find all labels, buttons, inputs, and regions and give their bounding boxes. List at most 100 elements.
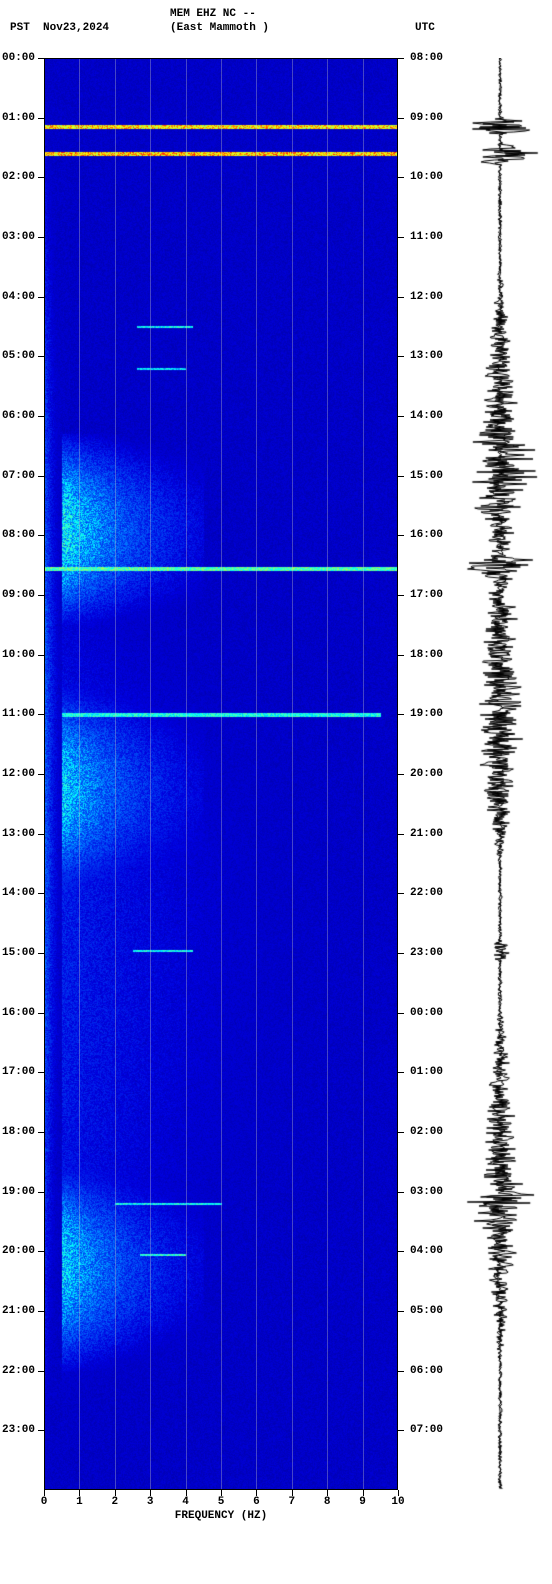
left-tick-mark <box>38 714 44 715</box>
right-tick-mark <box>398 1132 404 1133</box>
left-tick-mark <box>38 237 44 238</box>
right-tick-mark <box>398 1311 404 1312</box>
left-tick-mark <box>38 1192 44 1193</box>
left-tick-mark <box>38 1132 44 1133</box>
x-tick-mark <box>150 1490 151 1496</box>
left-tick: 20:00 <box>2 1245 35 1257</box>
right-tick-mark <box>398 834 404 835</box>
seismogram-canvas <box>460 58 540 1490</box>
left-tick-mark <box>38 58 44 59</box>
left-tick: 19:00 <box>2 1186 35 1198</box>
left-tick: 12:00 <box>2 768 35 780</box>
spectrogram-plot <box>44 58 398 1490</box>
right-tick: 20:00 <box>410 768 443 780</box>
x-tick: 3 <box>147 1496 154 1508</box>
right-tick: 23:00 <box>410 947 443 959</box>
left-tick-mark <box>38 595 44 596</box>
left-tick-mark <box>38 356 44 357</box>
right-tick: 12:00 <box>410 291 443 303</box>
x-tick: 10 <box>391 1496 404 1508</box>
x-tick: 5 <box>218 1496 225 1508</box>
left-tick: 15:00 <box>2 947 35 959</box>
x-tick-mark <box>186 1490 187 1496</box>
left-tick: 01:00 <box>2 112 35 124</box>
right-tick: 16:00 <box>410 529 443 541</box>
right-tick-mark <box>398 1430 404 1431</box>
right-tick-mark <box>398 1072 404 1073</box>
right-tz: UTC <box>415 22 435 34</box>
left-tick: 10:00 <box>2 649 35 661</box>
right-tick-mark <box>398 595 404 596</box>
left-tick-mark <box>38 177 44 178</box>
right-tick: 21:00 <box>410 828 443 840</box>
right-tick: 22:00 <box>410 887 443 899</box>
left-tick-mark <box>38 655 44 656</box>
right-tick: 04:00 <box>410 1245 443 1257</box>
left-tick: 04:00 <box>2 291 35 303</box>
x-tick-mark <box>363 1490 364 1496</box>
grid-line <box>256 58 257 1490</box>
right-tick-mark <box>398 893 404 894</box>
right-tick-mark <box>398 1192 404 1193</box>
seismogram-panel <box>460 58 540 1490</box>
right-tick-mark <box>398 476 404 477</box>
x-tick-mark <box>256 1490 257 1496</box>
right-tick-mark <box>398 535 404 536</box>
x-tick: 0 <box>41 1496 48 1508</box>
left-tick: 00:00 <box>2 52 35 64</box>
left-tick: 16:00 <box>2 1007 35 1019</box>
left-tick: 21:00 <box>2 1305 35 1317</box>
header: PST Nov23,2024 MEM EHZ NC -- (East Mammo… <box>0 0 552 40</box>
left-tick: 07:00 <box>2 470 35 482</box>
x-tick: 2 <box>111 1496 118 1508</box>
right-tick: 01:00 <box>410 1066 443 1078</box>
x-tick-mark <box>221 1490 222 1496</box>
x-tick-mark <box>79 1490 80 1496</box>
grid-line <box>115 58 116 1490</box>
left-tick: 18:00 <box>2 1126 35 1138</box>
x-tick: 4 <box>182 1496 189 1508</box>
station-line1: MEM EHZ NC -- <box>170 8 256 20</box>
left-tick-mark <box>38 1013 44 1014</box>
right-tick-mark <box>398 356 404 357</box>
x-tick: 1 <box>76 1496 83 1508</box>
right-time-axis: 08:0009:0010:0011:0012:0013:0014:0015:00… <box>398 58 448 1490</box>
right-tick-mark <box>398 297 404 298</box>
right-tick-mark <box>398 118 404 119</box>
grid-line <box>150 58 151 1490</box>
left-time-axis: 00:0001:0002:0003:0004:0005:0006:0007:00… <box>0 58 44 1490</box>
left-tick-mark <box>38 1311 44 1312</box>
spectrogram-page: PST Nov23,2024 MEM EHZ NC -- (East Mammo… <box>0 0 552 1584</box>
grid-line <box>327 58 328 1490</box>
left-tick: 05:00 <box>2 350 35 362</box>
right-tick: 09:00 <box>410 112 443 124</box>
left-tick: 02:00 <box>2 171 35 183</box>
frequency-axis: FREQUENCY (HZ) 012345678910 <box>44 1490 398 1530</box>
right-tick-mark <box>398 953 404 954</box>
left-tick-mark <box>38 834 44 835</box>
right-tick-mark <box>398 58 404 59</box>
right-tick-mark <box>398 416 404 417</box>
left-tick-mark <box>38 535 44 536</box>
left-tick: 03:00 <box>2 231 35 243</box>
left-tick: 11:00 <box>2 708 35 720</box>
left-tick-mark <box>38 1251 44 1252</box>
right-tick: 03:00 <box>410 1186 443 1198</box>
left-tick-mark <box>38 476 44 477</box>
left-tick: 14:00 <box>2 887 35 899</box>
right-tick: 17:00 <box>410 589 443 601</box>
right-tick: 07:00 <box>410 1424 443 1436</box>
x-tick: 9 <box>359 1496 366 1508</box>
x-tick: 6 <box>253 1496 260 1508</box>
right-tick: 14:00 <box>410 410 443 422</box>
right-tick: 19:00 <box>410 708 443 720</box>
left-tick: 17:00 <box>2 1066 35 1078</box>
x-tick-mark <box>292 1490 293 1496</box>
left-tick-mark <box>38 1371 44 1372</box>
right-tick-mark <box>398 177 404 178</box>
x-tick: 7 <box>288 1496 295 1508</box>
left-tick-mark <box>38 297 44 298</box>
left-tick-mark <box>38 774 44 775</box>
grid-line <box>363 58 364 1490</box>
left-tick: 13:00 <box>2 828 35 840</box>
